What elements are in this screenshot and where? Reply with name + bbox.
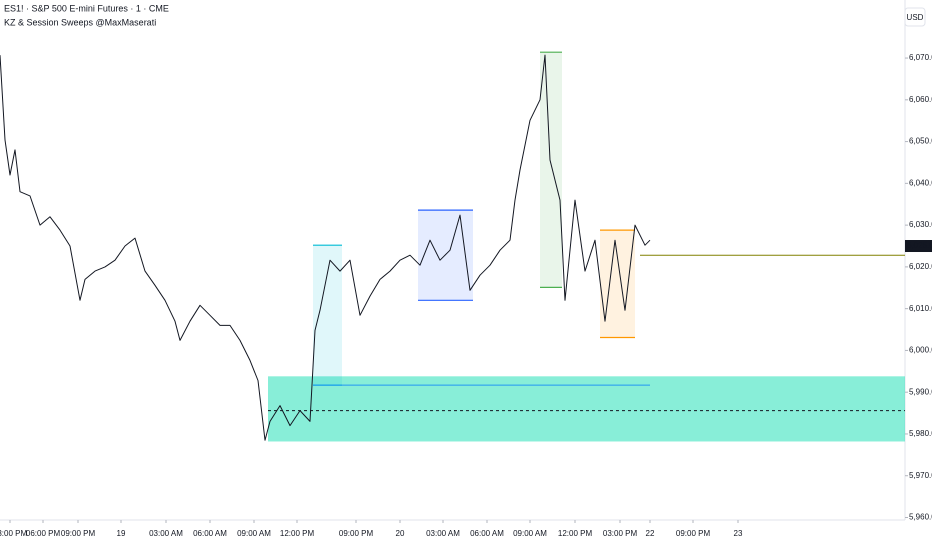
x-tick-label: 19 (117, 529, 126, 538)
x-tick-label: 09:00 AM (513, 529, 547, 538)
y-tick-label: 6,020.00 (909, 262, 932, 271)
session-zone (313, 245, 342, 386)
y-tick-label: 5,990.00 (909, 387, 932, 396)
x-tick-label: 06:00 PM (26, 529, 61, 538)
session-zone (268, 376, 905, 442)
last-price-box (905, 240, 932, 253)
y-tick-label: 5,970.00 (909, 471, 932, 480)
x-tick-label: 03:00 AM (426, 529, 460, 538)
currency-button[interactable] (904, 7, 926, 27)
currency-label[interactable]: USD (907, 13, 924, 22)
y-tick-label: 6,030.00 (909, 220, 932, 229)
x-tick-label: 09:00 AM (237, 529, 271, 538)
x-tick-label: 12:00 PM (558, 529, 593, 538)
y-tick-label: 6,050.00 (909, 137, 932, 146)
y-tick-label: 6,010.00 (909, 304, 932, 313)
x-tick-label: 06:00 AM (193, 529, 227, 538)
x-tick-label: 03:00 PM (603, 529, 638, 538)
y-tick-label: 6,000.00 (909, 346, 932, 355)
y-tick-label: 5,960.00 (909, 513, 932, 522)
x-tick-label: 03:00 PM (0, 529, 27, 538)
price-line (0, 54, 651, 441)
x-tick-label: 09:00 PM (61, 529, 96, 538)
chart-title: ES1! · S&P 500 E-mini Futures · 1 · CME (4, 3, 169, 13)
y-tick-label: 6,070.00 (909, 53, 932, 62)
y-tick-label: 6,040.00 (909, 178, 932, 187)
x-tick-label: 09:00 PM (339, 529, 374, 538)
chart-subtitle: KZ & Session Sweeps @MaxMaserati (4, 17, 156, 27)
x-tick-label: 12:00 PM (280, 529, 315, 538)
x-tick-label: 09:00 PM (676, 529, 711, 538)
x-tick-label: 23 (734, 529, 743, 538)
y-tick-label: 6,060.00 (909, 95, 932, 104)
x-tick-label: 06:00 AM (470, 529, 504, 538)
x-tick-label: 22 (646, 529, 655, 538)
last-price-label: 6,025.00 (907, 241, 932, 250)
session-zone (600, 230, 635, 338)
session-zone (540, 52, 562, 288)
x-tick-label: 03:00 AM (149, 529, 183, 538)
x-tick-label: 20 (396, 529, 405, 538)
y-tick-label: 5,980.00 (909, 429, 932, 438)
